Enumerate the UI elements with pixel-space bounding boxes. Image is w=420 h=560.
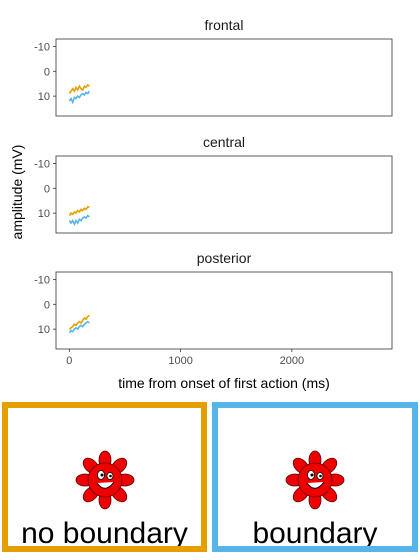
panel-title: posterior [197, 250, 252, 266]
series-line [68, 214, 90, 227]
y-tick-label: 0 [44, 183, 50, 195]
y-tick-label: 0 [44, 66, 50, 78]
series-line [68, 90, 91, 105]
series-line [68, 83, 90, 95]
panels-group: frontal -10 0 10 central -10 0 10 posterior -10 0 1… [34, 17, 393, 367]
legend-label-no-boundary: no boundary [21, 517, 188, 550]
series-line [68, 314, 90, 330]
y-tick-label: 10 [38, 324, 50, 336]
legend-item-no-boundary[interactable]: no boundary [2, 402, 207, 552]
legend-label-boundary: boundary [252, 517, 378, 550]
x-tick-label: 0 [66, 355, 72, 367]
red-creature-icon [285, 450, 345, 510]
series-line [68, 206, 90, 217]
y-tick-label: -10 [34, 41, 50, 53]
panel-frame [55, 155, 393, 234]
x-tick-label: 2000 [280, 355, 304, 367]
panel-title: frontal [205, 17, 244, 33]
y-tick-label: 0 [44, 299, 50, 311]
legend-item-boundary[interactable]: boundary [212, 402, 418, 552]
x-axis-title: time from onset of first action (ms) [118, 375, 330, 391]
faceted-line-chart: amplitude (mV) time from onset of first … [9, 17, 393, 391]
series-line [68, 320, 90, 334]
panel-frame [55, 38, 393, 117]
panel-frame [55, 271, 393, 350]
red-creature-icon [75, 450, 134, 510]
y-tick-label: 10 [38, 91, 50, 103]
y-tick-label: -10 [34, 158, 50, 170]
panel-title: central [203, 134, 245, 150]
y-tick-label: -10 [34, 274, 50, 286]
y-tick-label: 10 [38, 208, 50, 220]
x-tick-label: 1000 [168, 355, 192, 367]
y-axis-title: amplitude (mV) [9, 145, 25, 240]
